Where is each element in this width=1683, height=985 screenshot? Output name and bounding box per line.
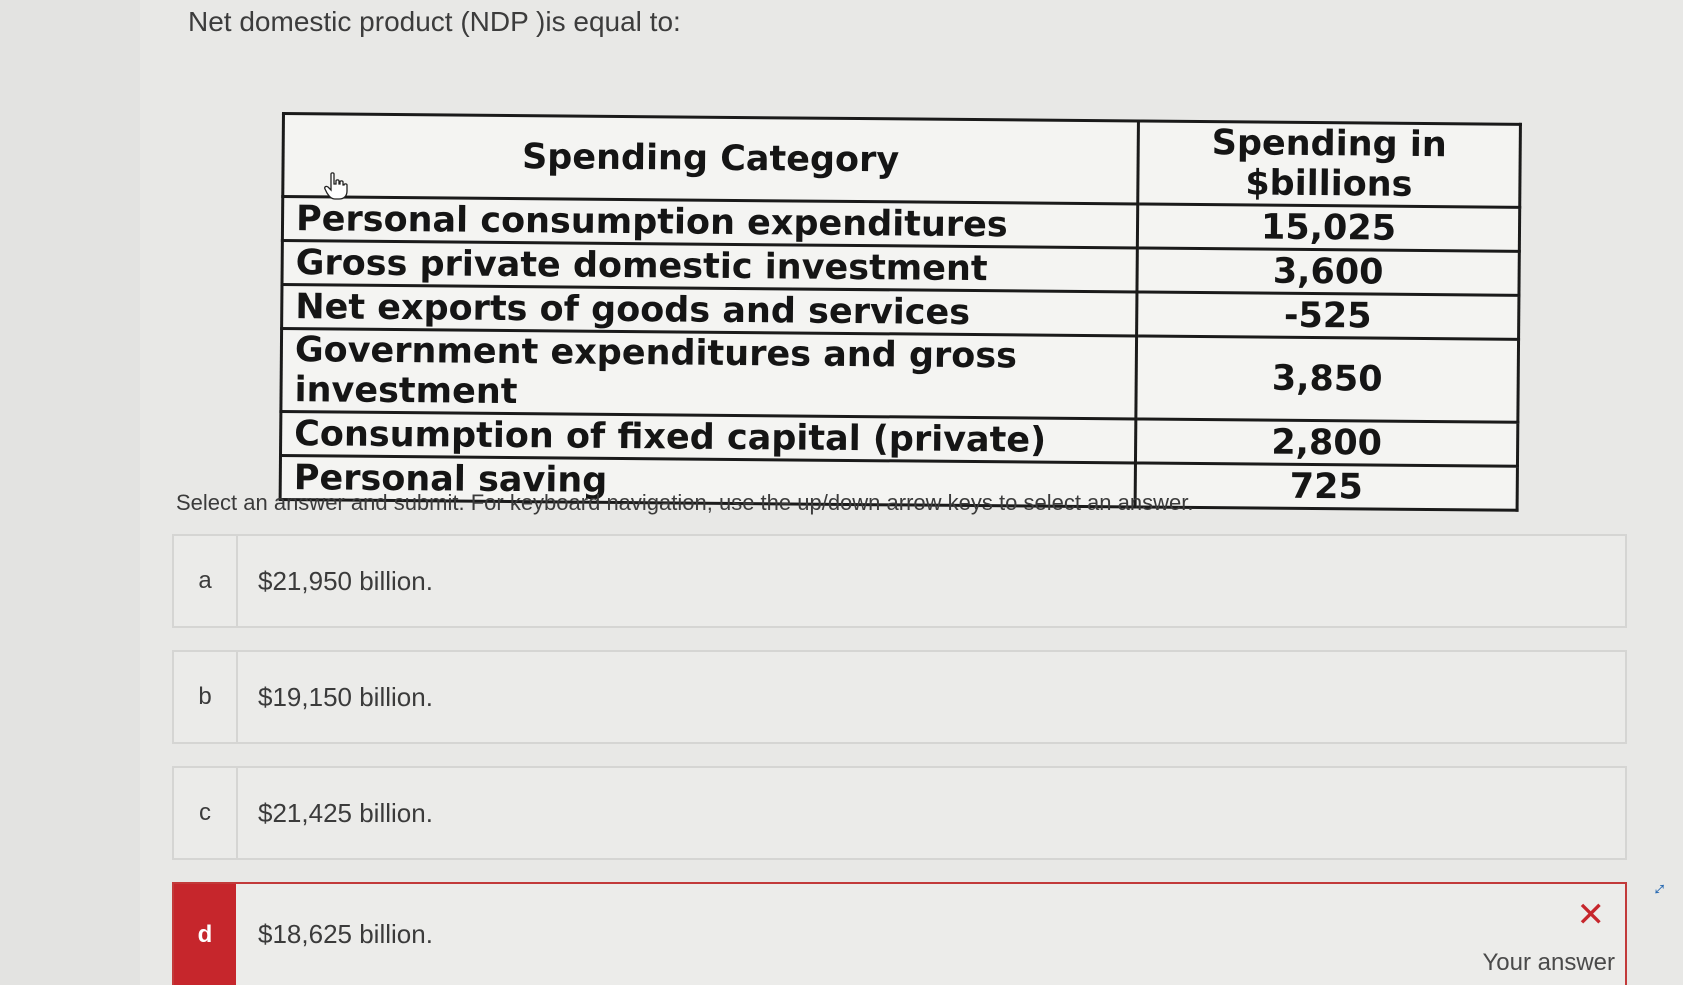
column-header-spending: Spending in $billions (1137, 120, 1521, 208)
category-cell: Consumption of fixed capital (private) (280, 411, 1136, 463)
hand-cursor-icon (324, 172, 348, 200)
your-answer-label: Your answer (1482, 949, 1615, 976)
option-letter: d (174, 884, 236, 985)
option-text: $18,625 billion. (258, 919, 433, 949)
column-header-category: Spending Category (282, 113, 1139, 204)
option-text: $19,150 billion. (258, 681, 433, 712)
left-gutter (0, 0, 140, 985)
value-cell: 3,600 (1136, 247, 1520, 296)
table-row: Government expenditures and gross invest… (280, 328, 1519, 423)
option-text: $21,425 billion. (258, 797, 433, 828)
question-text: Net domestic product (NDP )is equal to: (188, 6, 681, 37)
table-header-row: Spending Category Spending in $billions (282, 113, 1521, 208)
x-icon: ✕ (1576, 896, 1606, 934)
option-text: $21,950 billion. (258, 565, 433, 596)
option-letter: a (174, 536, 238, 626)
answer-option-b[interactable]: b $19,150 billion. (172, 650, 1627, 744)
category-cell: Gross private domestic investment (281, 240, 1138, 292)
value-cell: 3,850 (1135, 335, 1519, 423)
option-letter: b (174, 652, 238, 742)
spending-table: Spending Category Spending in $billions … (278, 112, 1522, 512)
value-cell: 2,800 (1135, 418, 1518, 467)
instruction-text: Select an answer and submit. For keyboar… (176, 490, 1194, 515)
category-cell: Net exports of goods and services (281, 284, 1137, 336)
category-cell: Personal consumption expenditures (282, 196, 1138, 248)
option-letter: c (174, 768, 238, 858)
answer-option-d[interactable]: d $18,625 billion. ✕ Your answer (172, 882, 1627, 985)
value-cell: -525 (1136, 291, 1519, 340)
value-cell: 15,025 (1137, 203, 1520, 252)
answer-option-c[interactable]: c $21,425 billion. (172, 766, 1627, 860)
answer-option-a[interactable]: a $21,950 billion. (172, 534, 1627, 628)
category-cell: Government expenditures and gross invest… (280, 328, 1137, 419)
